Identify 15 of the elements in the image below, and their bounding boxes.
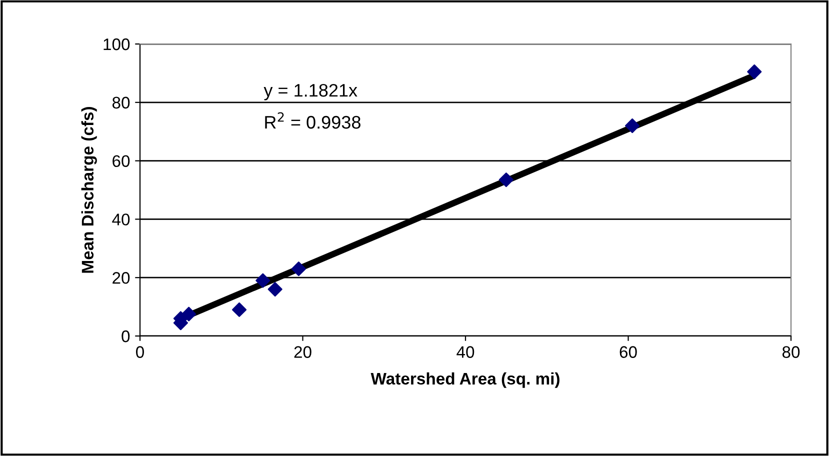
y-tick-label: 0 xyxy=(122,330,130,342)
x-tick-label: 80 xyxy=(782,346,800,358)
annotation: R$^{2}$ = 0.9938 xyxy=(265,112,360,129)
y-axis-title: Mean Discharge (cfs) xyxy=(81,107,97,273)
y-tick-label: 80 xyxy=(112,96,130,109)
x-tick-label: 40 xyxy=(456,346,474,358)
y-tick-label: 40 xyxy=(112,214,130,226)
x-tick-label: 0 xyxy=(136,346,144,358)
y-tick-label: 60 xyxy=(112,155,130,168)
x-tick-label: 20 xyxy=(294,346,312,358)
x-axis-title: Watershed Area (sq. mi) xyxy=(370,372,560,388)
x-tick-label: 60 xyxy=(620,346,637,358)
y-tick-label: 100 xyxy=(104,38,130,50)
annotation: y = 1.1821x xyxy=(264,84,358,100)
y-tick-label: 20 xyxy=(112,272,130,284)
